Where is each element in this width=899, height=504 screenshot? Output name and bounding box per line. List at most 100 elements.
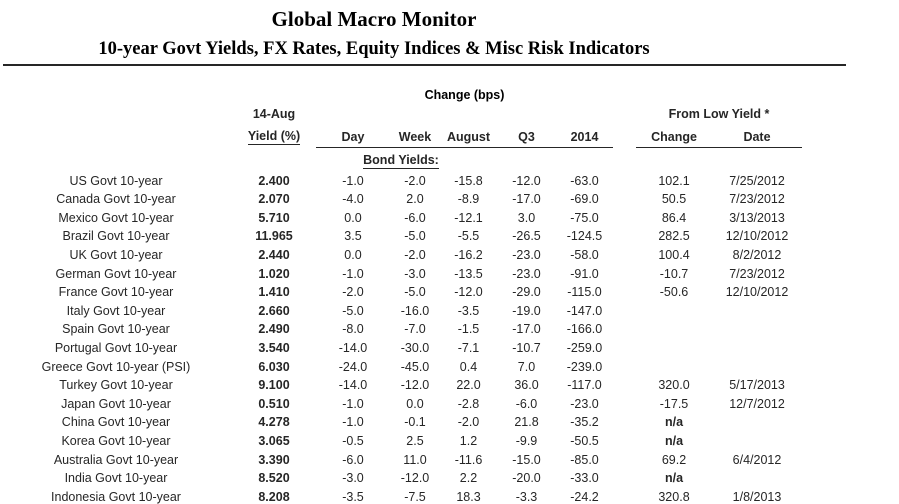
august-change-value: -8.9 xyxy=(457,192,480,207)
from-low-date-value xyxy=(712,355,802,374)
yield-value: 6.030 xyxy=(258,359,290,374)
table-row: Italy Govt 10-year 2.660 -5.0 -16.0 -3.5… xyxy=(0,299,802,318)
day-change-value: 3.5 xyxy=(344,229,362,244)
from-low-date-value xyxy=(712,336,802,355)
q3-change-value: -29.0 xyxy=(512,285,541,300)
col-header-2014: 2014 xyxy=(556,121,613,148)
from-low-change-value xyxy=(636,318,712,337)
week-change-value: -45.0 xyxy=(400,359,430,374)
from-low-change-value: 50.5 xyxy=(661,192,687,207)
table-row: Korea Govt 10-year 3.065 -0.5 2.5 1.2 -9… xyxy=(0,429,802,448)
august-change-value: 22.0 xyxy=(456,378,481,393)
report-heading: Global Macro Monitor 10-year Govt Yields… xyxy=(0,0,748,61)
from-low-change-value: 320.8 xyxy=(658,489,690,504)
day-change-value: -24.0 xyxy=(338,359,368,374)
ytd-2014-change-value: -23.0 xyxy=(570,396,599,411)
from-low-change-value: 100.4 xyxy=(658,247,690,262)
yield-value: 11.965 xyxy=(255,229,293,244)
from-low-date-value: 3/13/2013 xyxy=(729,210,785,225)
yield-value: 2.400 xyxy=(258,173,290,188)
ytd-2014-change-value: -69.0 xyxy=(570,192,599,207)
from-low-date-value xyxy=(712,467,802,486)
ytd-2014-change-value: -85.0 xyxy=(570,452,599,467)
row-label: US Govt 10-year xyxy=(69,173,163,188)
q3-change-value: -3.3 xyxy=(515,489,538,504)
col-header-q3: Q3 xyxy=(497,121,556,148)
q3-change-value: -10.7 xyxy=(512,340,541,355)
august-change-value: -12.0 xyxy=(454,285,483,300)
week-change-value: 0.0 xyxy=(406,396,424,411)
row-label: Brazil Govt 10-year xyxy=(62,229,170,244)
day-change-value: -14.0 xyxy=(338,340,368,355)
august-change-value: -5.5 xyxy=(457,229,480,244)
group-header-row: Change (bps) xyxy=(0,66,802,102)
from-low-date-value xyxy=(712,318,802,337)
week-change-value: -12.0 xyxy=(400,378,430,393)
from-low-change-value xyxy=(636,336,712,355)
table-row: Portugal Govt 10-year 3.540 -14.0 -30.0 … xyxy=(0,336,802,355)
q3-change-value: -23.0 xyxy=(512,247,541,262)
section-row: Bond Yields: xyxy=(0,148,802,169)
yield-value: 8.208 xyxy=(258,489,290,504)
from-low-date-value: 7/25/2012 xyxy=(729,173,785,188)
yield-value: 0.510 xyxy=(258,396,290,411)
day-change-value: -0.5 xyxy=(342,433,364,448)
from-low-date-value: 12/7/2012 xyxy=(729,396,785,411)
ytd-2014-change-value: -166.0 xyxy=(566,322,603,337)
from-low-change-value: 86.4 xyxy=(661,210,687,225)
yield-value: 1.020 xyxy=(258,266,290,281)
august-change-value: -16.2 xyxy=(454,247,483,262)
ytd-2014-change-value: -33.0 xyxy=(570,471,599,486)
q3-change-value: -23.0 xyxy=(512,266,541,281)
col-header-week: Week xyxy=(390,121,440,148)
week-change-value: 11.0 xyxy=(403,452,427,467)
ytd-2014-change-value: -35.2 xyxy=(570,415,599,430)
from-low-change-value: 320.0 xyxy=(658,378,690,393)
row-label: Australia Govt 10-year xyxy=(53,452,179,467)
day-change-value: -3.5 xyxy=(342,489,364,504)
q3-change-value: -15.0 xyxy=(512,452,541,467)
day-change-value: 0.0 xyxy=(344,210,362,225)
day-change-value: 0.0 xyxy=(344,247,362,262)
table-row: Brazil Govt 10-year 11.965 3.5 -5.0 -5.5… xyxy=(0,225,802,244)
row-label: France Govt 10-year xyxy=(58,285,174,300)
q3-change-value: -6.0 xyxy=(515,396,538,411)
day-change-value: -1.0 xyxy=(342,173,364,188)
day-change-value: -5.0 xyxy=(342,303,364,318)
august-change-value: -1.5 xyxy=(457,322,480,337)
from-low-date-value xyxy=(712,299,802,318)
table-row: Japan Govt 10-year 0.510 -1.0 0.0 -2.8 -… xyxy=(0,392,802,411)
col-header-day: Day xyxy=(316,121,390,148)
q3-change-value: -26.5 xyxy=(512,229,541,244)
row-label: Japan Govt 10-year xyxy=(61,396,171,411)
august-change-value: -11.6 xyxy=(454,452,483,467)
from-low-date-value: 8/2/2012 xyxy=(732,247,782,262)
ytd-2014-change-value: -115.0 xyxy=(567,285,602,300)
table-row: France Govt 10-year 1.410 -2.0 -5.0 -12.… xyxy=(0,281,802,300)
week-change-value: -16.0 xyxy=(400,303,430,318)
q3-change-value: -19.0 xyxy=(512,303,541,318)
table-row: Spain Govt 10-year 2.490 -8.0 -7.0 -1.5 … xyxy=(0,318,802,337)
q3-change-value: -20.0 xyxy=(512,471,541,486)
row-label: India Govt 10-year xyxy=(64,471,168,486)
august-change-value: 2.2 xyxy=(459,471,478,486)
ytd-2014-change-value: -75.0 xyxy=(570,210,599,225)
august-change-value: -7.1 xyxy=(457,340,480,355)
yield-value: 8.520 xyxy=(258,471,290,486)
q3-change-value: 7.0 xyxy=(517,359,536,374)
from-low-change-value: 282.5 xyxy=(658,229,690,244)
col-header-yield: Yield (%) xyxy=(247,128,301,145)
col-header-yield-top: 14-Aug xyxy=(252,107,296,121)
from-low-date-value: 12/10/2012 xyxy=(725,229,789,244)
col-header-change: Change xyxy=(636,121,712,148)
day-change-value: -4.0 xyxy=(342,192,364,207)
from-low-change-value xyxy=(636,355,712,374)
table-row: Turkey Govt 10-year 9.100 -14.0 -12.0 22… xyxy=(0,374,802,393)
from-low-date-value xyxy=(712,429,802,448)
day-change-value: -1.0 xyxy=(342,266,364,281)
from-low-change-value xyxy=(636,299,712,318)
ytd-2014-change-value: -58.0 xyxy=(570,247,599,262)
week-change-value: -7.5 xyxy=(404,489,426,504)
yield-value: 9.100 xyxy=(258,378,290,393)
week-change-value: -5.0 xyxy=(404,285,426,300)
